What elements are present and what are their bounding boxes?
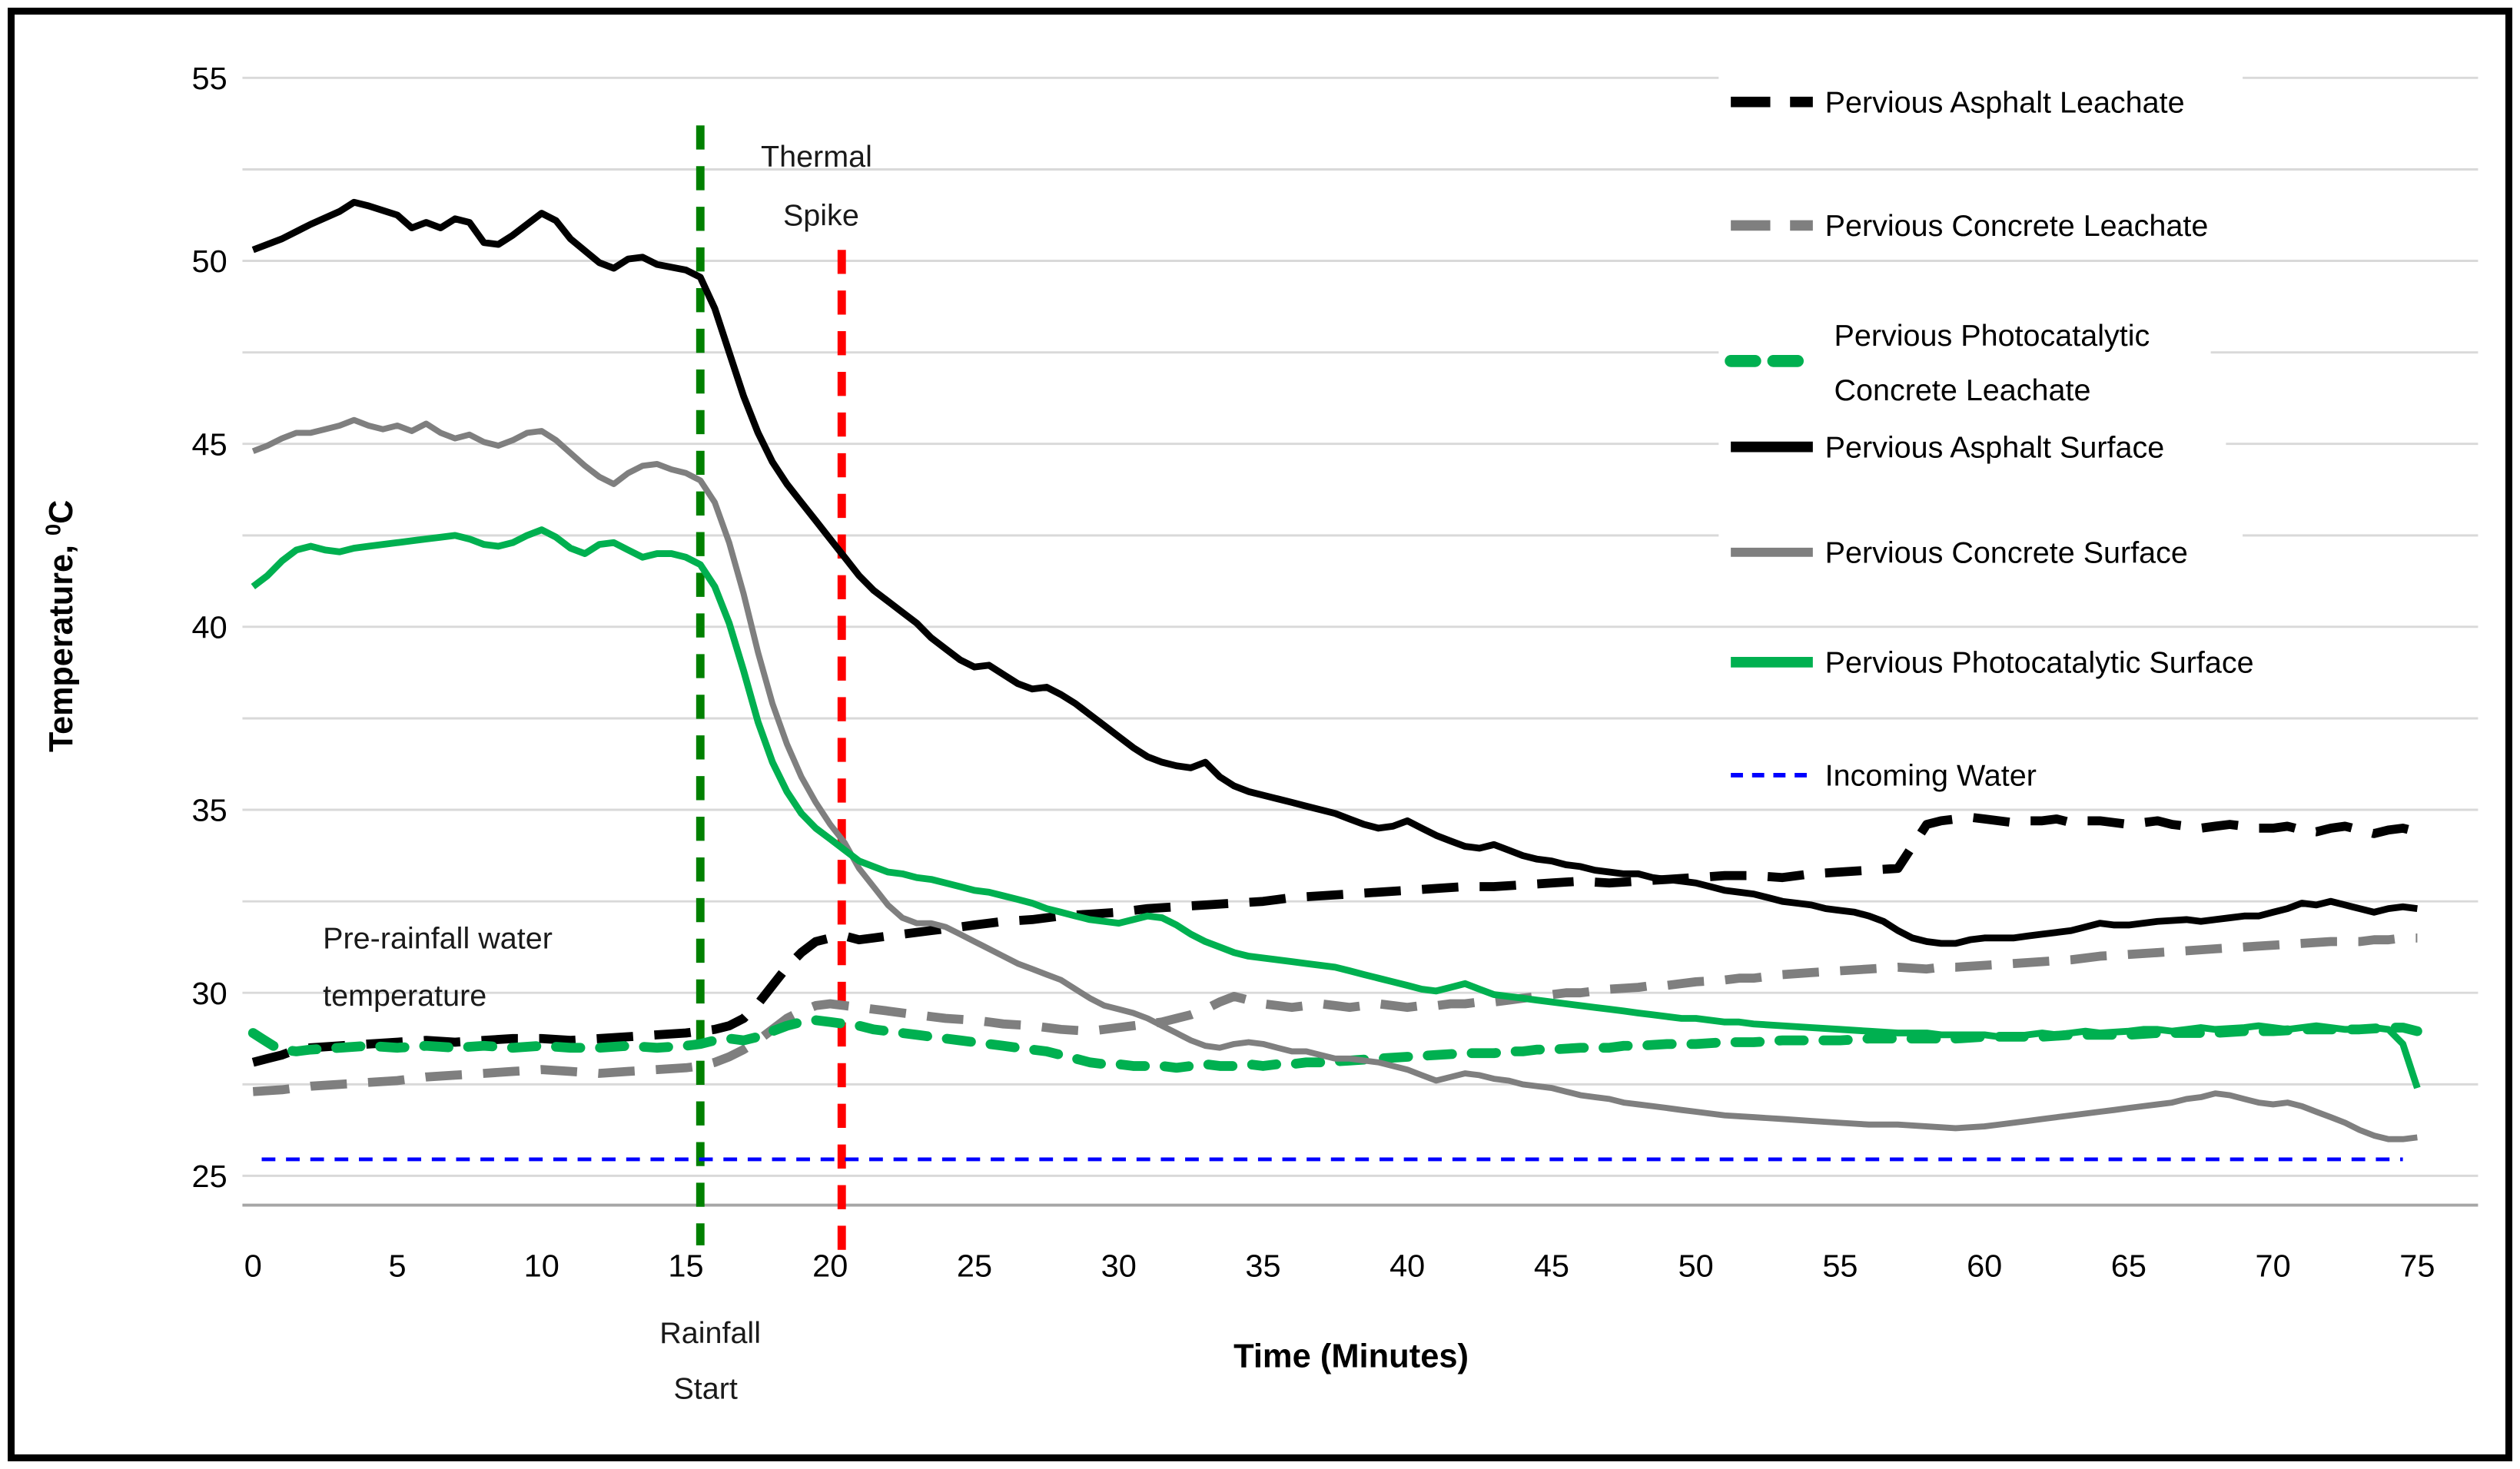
temperature-chart: Pervious Asphalt Leachate Pervious Concre… <box>41 61 2478 1406</box>
x-tick-label: 65 <box>2111 1248 2146 1284</box>
legend-label: Pervious Concrete Surface <box>1825 536 2188 570</box>
annotation-pre-rainfall-line2: temperature <box>323 979 486 1013</box>
legend-item-background <box>1718 630 2340 695</box>
x-tick-label: 10 <box>524 1248 559 1284</box>
x-tick-label: 0 <box>244 1248 262 1284</box>
annotation-thermal-spike-line2: Spike <box>783 199 859 233</box>
x-axis-title: Time (Minutes) <box>1233 1338 1469 1374</box>
y-tick-label: 45 <box>192 427 227 463</box>
legend-label: Concrete Leachate <box>1834 373 2091 407</box>
y-tick-label: 30 <box>192 976 227 1011</box>
x-tick-label: 75 <box>2399 1248 2435 1284</box>
y-tick-label: 50 <box>192 244 227 279</box>
series-pervious-asphalt-leachate <box>251 812 2419 1067</box>
x-tick-label: 60 <box>1967 1248 2002 1284</box>
annotation-vlines <box>696 125 846 1260</box>
legend-label: Pervious Concrete Leachate <box>1825 209 2209 243</box>
x-tick-label: 25 <box>957 1248 992 1284</box>
legend-label: Incoming Water <box>1825 759 2037 793</box>
series-pervious-photocatalytic-concrete-leachate <box>247 1015 2422 1073</box>
series-pervious-asphalt-surface <box>251 198 2418 947</box>
x-tick-label: 40 <box>1389 1248 1425 1284</box>
y-tick-label: 40 <box>192 610 227 645</box>
x-tick-label: 55 <box>1822 1248 1858 1284</box>
y-tick-label: 25 <box>192 1159 227 1194</box>
figure-frame: Pervious Asphalt Leachate Pervious Concre… <box>8 8 2512 1461</box>
y-axis-title: Temperature, 0C <box>41 500 80 752</box>
axis-tick-labels: 55 50 45 40 35 30 25 0 5 10 15 20 25 30 35 40 45 50 55 60 65… <box>192 61 2435 1283</box>
annotation-pre-rainfall-line1: Pre-rainfall water <box>323 921 553 955</box>
x-tick-label: 70 <box>2256 1248 2291 1284</box>
annotation-rainfall-start-line1: Rainfall <box>659 1316 761 1350</box>
series-pervious-photocatalytic-surface <box>251 526 2421 1089</box>
x-tick-label: 50 <box>1678 1248 1714 1284</box>
y-tick-label: 35 <box>192 793 227 828</box>
x-tick-label: 45 <box>1534 1248 1569 1284</box>
series-lines <box>247 198 2422 1162</box>
x-tick-label: 5 <box>388 1248 406 1284</box>
legend-label: Pervious Photocatalytic <box>1834 319 2150 353</box>
legend-label: Pervious Photocatalytic Surface <box>1825 646 2254 680</box>
y-tick-label: 55 <box>192 61 227 96</box>
series-pervious-concrete-leachate <box>252 933 2418 1096</box>
x-tick-label: 20 <box>812 1248 848 1284</box>
x-tick-label: 15 <box>668 1248 703 1284</box>
x-tick-label: 30 <box>1101 1248 1137 1284</box>
legend-label: Pervious Asphalt Surface <box>1825 430 2165 464</box>
x-tick-label: 35 <box>1245 1248 1280 1284</box>
series-pervious-concrete-surface <box>251 416 2418 1142</box>
annotation-thermal-spike-line1: Thermal <box>761 140 872 174</box>
annotation-rainfall-start-line2: Start <box>673 1372 738 1406</box>
legend-items: Pervious Asphalt Leachate Pervious Concre… <box>1725 86 2254 793</box>
legend-label: Pervious Asphalt Leachate <box>1825 86 2185 120</box>
